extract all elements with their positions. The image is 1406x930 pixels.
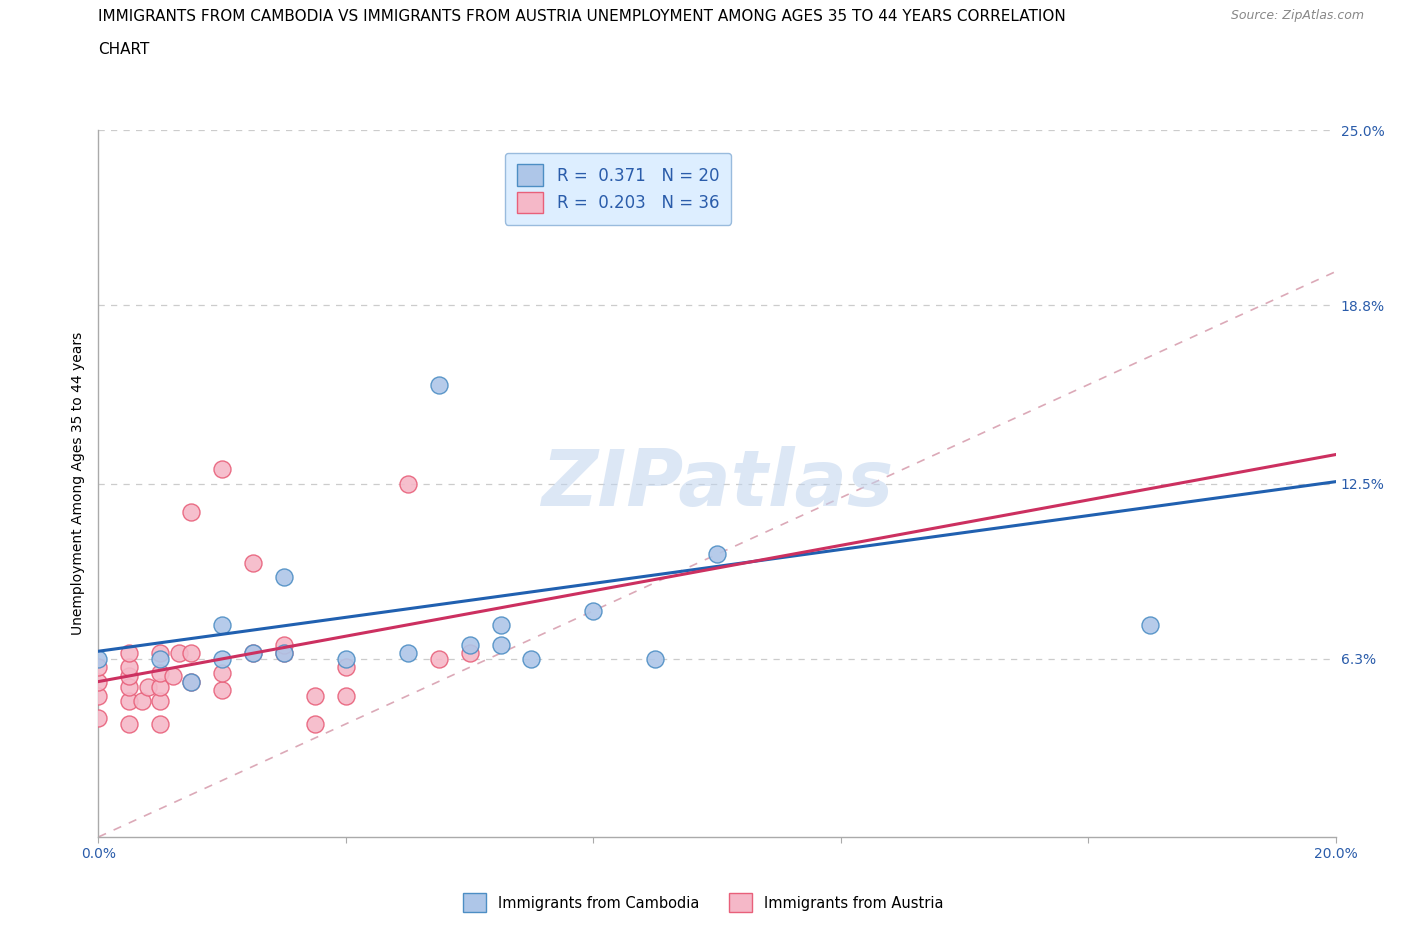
Point — [87, 688, 110, 703]
Point — [427, 378, 450, 392]
Point — [335, 660, 357, 675]
Point — [149, 645, 172, 660]
Point — [211, 683, 233, 698]
Text: IMMIGRANTS FROM CAMBODIA VS IMMIGRANTS FROM AUSTRIA UNEMPLOYMENT AMONG AGES 35 T: IMMIGRANTS FROM CAMBODIA VS IMMIGRANTS F… — [98, 9, 1066, 24]
Point — [118, 716, 141, 731]
Point — [118, 694, 141, 709]
Point — [1139, 618, 1161, 632]
Point — [520, 651, 543, 666]
Point — [87, 711, 110, 725]
Point — [242, 645, 264, 660]
Point — [136, 680, 159, 695]
Point — [675, 207, 697, 222]
Point — [149, 651, 172, 666]
Point — [242, 645, 264, 660]
Point — [118, 669, 141, 684]
Point — [87, 651, 110, 666]
Point — [118, 660, 141, 675]
Point — [273, 569, 295, 584]
Point — [211, 651, 233, 666]
Point — [273, 645, 295, 660]
Point — [304, 716, 326, 731]
Point — [211, 618, 233, 632]
Point — [211, 666, 233, 681]
Point — [118, 680, 141, 695]
Point — [149, 666, 172, 681]
Point — [582, 604, 605, 618]
Point — [180, 674, 202, 689]
Point — [242, 555, 264, 570]
Point — [149, 680, 172, 695]
Point — [396, 476, 419, 491]
Point — [335, 688, 357, 703]
Point — [489, 618, 512, 632]
Point — [458, 637, 481, 652]
Point — [87, 674, 110, 689]
Legend: Immigrants from Cambodia, Immigrants from Austria: Immigrants from Cambodia, Immigrants fro… — [457, 887, 949, 918]
Point — [273, 637, 295, 652]
Text: Source: ZipAtlas.com: Source: ZipAtlas.com — [1230, 9, 1364, 22]
Text: CHART: CHART — [98, 42, 150, 57]
Point — [304, 688, 326, 703]
Y-axis label: Unemployment Among Ages 35 to 44 years: Unemployment Among Ages 35 to 44 years — [72, 332, 86, 635]
Text: ZIPatlas: ZIPatlas — [541, 445, 893, 522]
Point — [458, 645, 481, 660]
Point — [87, 660, 110, 675]
Point — [180, 645, 202, 660]
Point — [273, 645, 295, 660]
Point — [162, 669, 184, 684]
Point — [644, 651, 666, 666]
Point — [706, 547, 728, 562]
Point — [427, 651, 450, 666]
Point — [211, 462, 233, 477]
Point — [149, 694, 172, 709]
Point — [131, 694, 153, 709]
Legend: R =  0.371   N = 20, R =  0.203   N = 36: R = 0.371 N = 20, R = 0.203 N = 36 — [505, 153, 731, 225]
Point — [118, 645, 141, 660]
Point — [167, 645, 190, 660]
Point — [180, 504, 202, 519]
Point — [489, 637, 512, 652]
Point — [149, 716, 172, 731]
Point — [180, 674, 202, 689]
Point — [396, 645, 419, 660]
Point — [335, 651, 357, 666]
